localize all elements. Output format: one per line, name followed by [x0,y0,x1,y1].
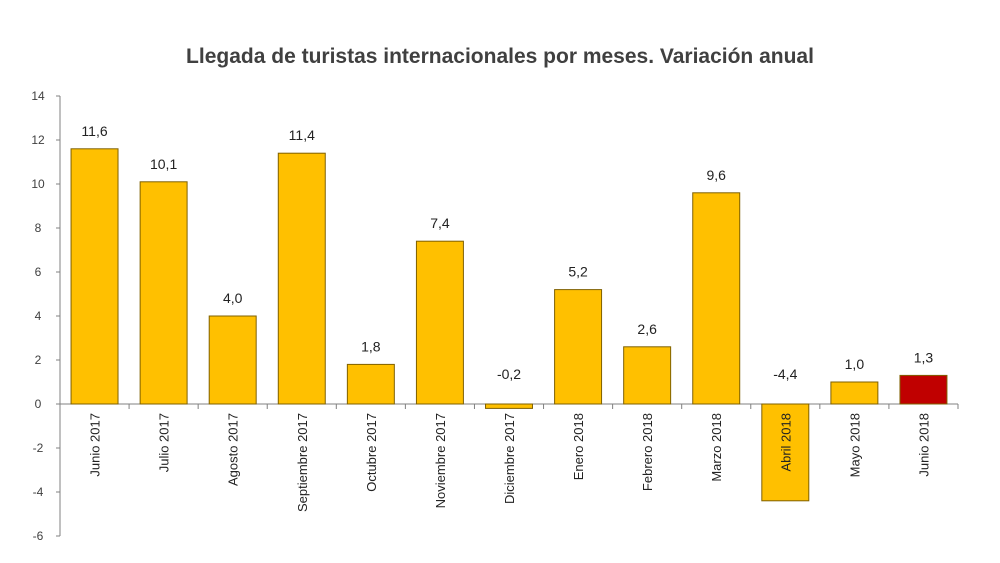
data-label: 2,6 [637,321,657,337]
bar [554,289,603,405]
data-label: 1,8 [361,338,381,354]
bars [70,148,948,502]
category-label: Febrero 2018 [640,413,655,491]
y-tick-label: -6 [33,529,44,543]
category-label: Marzo 2018 [709,413,724,482]
y-tick-label: 10 [31,177,45,191]
category-label: Abril 2018 [778,413,793,472]
bar [899,374,948,405]
category-label: Agosto 2017 [226,413,241,486]
bar [830,381,879,405]
chart-title: Llegada de turistas internacionales por … [186,45,814,68]
bar [70,148,119,405]
category-label: Noviembre 2017 [433,413,448,508]
bar [485,403,533,409]
y-tick-label: 6 [35,265,42,279]
bar [623,346,672,405]
data-label: 1,0 [845,356,865,372]
data-label: 4,0 [223,290,243,306]
data-label: 1,3 [914,349,934,365]
data-label: 11,6 [81,123,107,139]
y-tick-label: 8 [35,221,42,235]
category-label: Junio 2018 [916,413,931,477]
y-tick-label: -2 [33,441,44,455]
data-label: 9,6 [706,167,726,183]
bar [139,181,188,405]
category-label: Mayo 2018 [847,413,862,477]
y-tick-label: 14 [31,89,45,103]
bar [346,363,395,405]
data-label: -0,2 [497,366,521,382]
y-tick-label: -4 [33,485,44,499]
bar [277,152,326,405]
category-label: Enero 2018 [571,413,586,480]
y-axis-ticks: 14 12 10 8 6 4 2 0 -2 -4 -6 [31,89,60,543]
category-labels: Junio 2017 Julio 2017 Agosto 2017 Septiembr… [88,413,932,512]
y-tick-label: 4 [35,309,42,323]
category-label: Diciembre 2017 [502,413,517,504]
category-label: Junio 2017 [88,413,103,477]
bar [761,403,810,502]
data-labels: 11,6 10,1 4,0 11,4 1,8 7,4 -0,2 5,2 2,6 9,6 -4,4 1,… [81,123,933,382]
data-label: 5,2 [568,264,588,280]
y-tick-label: 12 [31,133,45,147]
category-label: Julio 2017 [157,413,172,472]
y-tick-label: 0 [35,397,42,411]
bar [692,192,741,405]
data-label: 10,1 [150,156,177,172]
bar [208,315,257,405]
category-label: Septiembre 2017 [295,413,310,512]
bar [415,240,464,405]
y-tick-label: 2 [35,353,42,367]
data-label: 11,4 [289,127,315,143]
data-label: 7,4 [430,215,450,231]
x-axis-ticks [59,404,959,409]
category-label: Octubre 2017 [364,413,379,492]
data-label: -4,4 [773,366,797,382]
